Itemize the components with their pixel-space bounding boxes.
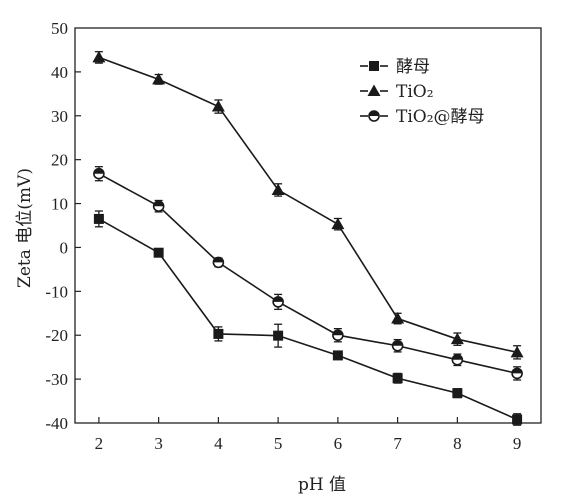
y-tick-label: 0 (60, 238, 69, 257)
plot-border (74, 27, 542, 424)
data-point (272, 296, 284, 308)
data-point (152, 200, 165, 212)
series-2 (92, 50, 524, 360)
y-axis-title: Zeta 电位(mV) (15, 168, 35, 288)
data-point (391, 339, 404, 352)
x-tick-label: 3 (154, 434, 163, 453)
y-tick-label: -10 (45, 282, 68, 301)
marker-fill (273, 296, 284, 302)
x-tick-label: 5 (274, 434, 283, 453)
legend: 酵母 TiO₂ TiO₂@酵母 (360, 57, 485, 127)
data-point (211, 100, 225, 112)
x-axis-ticks: 2 3 4 5 6 7 8 9 (95, 417, 522, 453)
x-tick-label: 9 (513, 434, 522, 453)
series-3 (93, 166, 523, 381)
data-point (511, 367, 523, 380)
data-point (510, 345, 524, 358)
data-point (273, 330, 284, 341)
data-point (271, 183, 285, 195)
data-point (93, 213, 104, 224)
y-tick-label: 40 (51, 63, 68, 82)
x-tick-label: 8 (453, 434, 462, 453)
legend-entry: 酵母 (360, 57, 430, 77)
legend-entry: TiO₂ (360, 82, 434, 102)
legend-entry: TiO₂@酵母 (360, 107, 485, 127)
legend-marker (368, 110, 380, 122)
x-tick-label: 4 (214, 434, 223, 453)
data-point (332, 350, 343, 361)
data-point (331, 217, 345, 230)
axes-frame (74, 27, 542, 424)
x-tick-label: 7 (393, 434, 402, 453)
data-point (512, 414, 523, 425)
data-point (392, 373, 403, 384)
data-point (452, 388, 463, 399)
data-point (93, 167, 105, 180)
data-point (450, 332, 464, 345)
y-tick-label: 30 (51, 107, 68, 126)
series-1 (93, 210, 523, 426)
y-tick-label: 20 (51, 151, 68, 170)
legend-label: 酵母 (396, 57, 430, 77)
y-tick-label: 50 (51, 19, 68, 38)
marker-fill (153, 201, 164, 207)
y-tick-label: -40 (45, 414, 68, 433)
series-line (98, 56, 518, 354)
data-point (451, 353, 464, 366)
data-point (92, 50, 106, 63)
data-point (332, 329, 344, 342)
data-point (213, 328, 224, 339)
marker-fill (512, 368, 523, 374)
marker-fill (452, 354, 463, 360)
marker-fill (93, 168, 104, 174)
data-point (391, 312, 405, 324)
y-tick-label: -30 (45, 370, 68, 389)
marker-fill (332, 330, 343, 336)
x-axis-title: pH 值 (298, 475, 346, 495)
x-tick-label: 6 (334, 434, 343, 453)
marker-fill (392, 340, 403, 346)
legend-label: TiO₂@酵母 (396, 107, 485, 127)
y-tick-label: -20 (45, 326, 68, 345)
legend-marker (369, 61, 379, 71)
y-tick-label: 10 (51, 195, 68, 214)
data-point (152, 72, 166, 85)
marker-fill (213, 257, 224, 263)
series-line (98, 218, 518, 421)
plot-area (92, 50, 524, 426)
x-tick-label: 2 (95, 434, 104, 453)
marker-fill (369, 111, 379, 116)
y-axis-ticks: -40 -30 -20 -10 0 10 20 30 40 50 (45, 19, 81, 433)
data-point (212, 256, 225, 269)
data-point (153, 247, 164, 258)
series-line (98, 173, 518, 375)
legend-label: TiO₂ (396, 82, 434, 102)
legend-marker (367, 84, 381, 96)
